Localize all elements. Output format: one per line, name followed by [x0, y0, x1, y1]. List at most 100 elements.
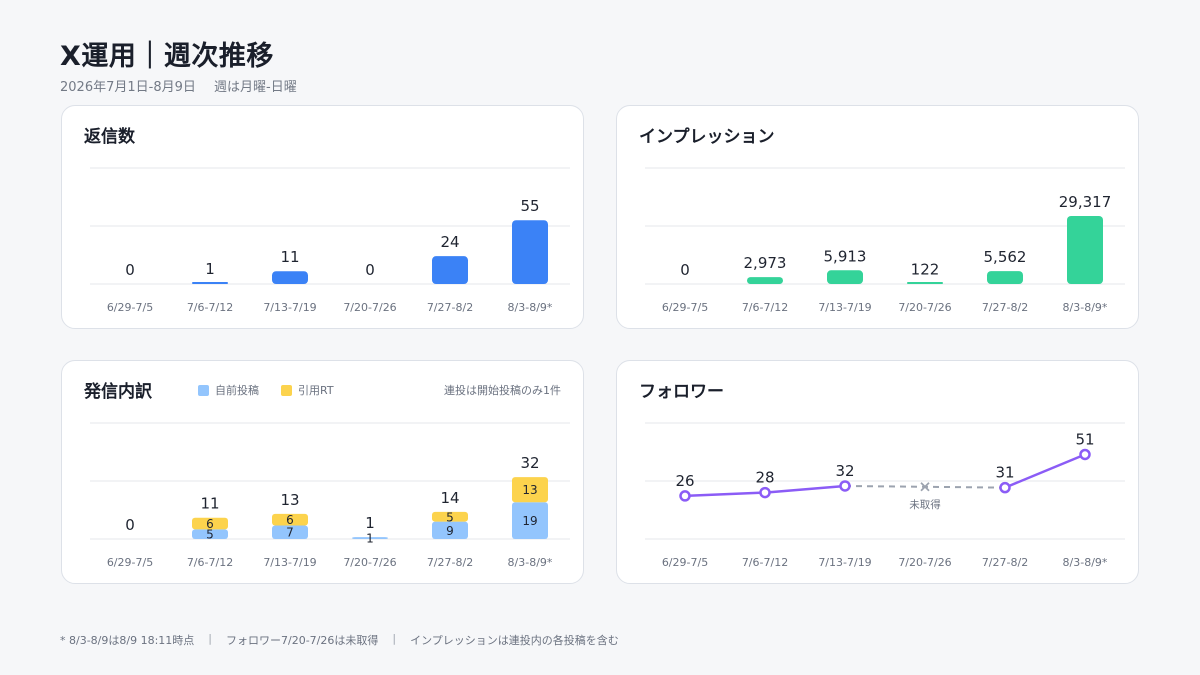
footer-note-impressions: インプレッションは連投内の各投稿を含む	[410, 634, 619, 647]
x-tick-label: 7/13-7/19	[818, 556, 871, 569]
data-label: 0	[125, 261, 135, 279]
data-point	[839, 480, 851, 492]
impressions-chart: 0 2,973 5,913 122 5,562 29,317 6/29-7/5 7/6-7/1…	[645, 167, 1125, 314]
x-tick-label: 8/3-8/9*	[1063, 301, 1108, 314]
data-label: 32	[520, 454, 539, 472]
bar-quote-rt	[272, 513, 308, 526]
bar-own-posts	[272, 525, 308, 539]
segment-label-quote-rt: 5	[446, 510, 454, 524]
impressions-card: インプレッション 0 2,973 5,913 122 5,562 29,317 6/29-7…	[616, 105, 1139, 329]
bar-own-posts	[352, 537, 388, 539]
bar-quote-rt	[192, 517, 228, 530]
data-label: 0	[680, 261, 690, 279]
data-point	[759, 486, 771, 499]
footer-separator: |	[208, 632, 212, 645]
footer-notes: * 8/3-8/9は8/9 18:11時点 | フォロワー7/20-7/26は未…	[60, 632, 619, 648]
data-label: 51	[1075, 430, 1094, 448]
bar	[747, 277, 783, 284]
data-label: 5,913	[824, 247, 867, 265]
bar	[987, 271, 1023, 284]
series-line	[1004, 453, 1086, 489]
x-tick-label: 7/20-7/26	[898, 556, 951, 569]
segment-label-own-posts: 5	[206, 528, 214, 542]
data-label: 31	[995, 464, 1014, 482]
data-point	[679, 490, 691, 502]
bar-quote-rt	[512, 477, 548, 503]
segment-label-own-posts: 7	[286, 526, 294, 540]
footer-note-partial-week: * 8/3-8/9は8/9 18:11時点	[60, 634, 195, 647]
thread-note: 連投は開始投稿のみ1件	[444, 384, 561, 397]
legend-own-posts-label: 自前投稿	[215, 384, 259, 397]
x-tick-label: 7/20-7/26	[343, 301, 396, 314]
legend-own-posts: 自前投稿	[198, 382, 259, 398]
data-label: 0	[125, 516, 135, 534]
data-label: 26	[675, 472, 694, 490]
missing-marker	[920, 482, 930, 492]
data-label: 55	[520, 197, 539, 215]
bar-own-posts	[512, 502, 548, 539]
period-range: 2026年7月1日-8月9日	[60, 80, 196, 95]
data-label: 24	[440, 233, 459, 251]
x-tick-label: 7/6-7/12	[187, 556, 233, 569]
period-subtitle: 2026年7月1日-8月9日 週は月曜-日曜	[60, 76, 297, 95]
x-tick-label: 7/27-8/2	[427, 556, 473, 569]
data-label: 2,973	[744, 254, 787, 272]
impressions-title: インプレッション	[639, 127, 775, 147]
x-tick-label: 7/27-8/2	[427, 301, 473, 314]
followers-title: フォロワー	[639, 382, 724, 402]
x-tick-label: 6/29-7/5	[107, 301, 153, 314]
series-line	[684, 491, 766, 498]
series-line	[764, 484, 846, 494]
data-label: 1	[205, 260, 215, 278]
bar	[192, 282, 228, 284]
x-tick-label: 6/29-7/5	[662, 301, 708, 314]
week-note: 週は月曜-日曜	[214, 80, 297, 95]
data-point	[999, 481, 1011, 494]
segment-label-own-posts: 19	[522, 514, 537, 528]
x-tick-label: 7/13-7/19	[263, 301, 316, 314]
data-label: 122	[911, 261, 940, 279]
data-label: 13	[280, 491, 299, 509]
bar-own-posts	[192, 529, 228, 539]
legend-quote-rt-label: 引用RT	[298, 384, 334, 397]
segment-label-quote-rt: 6	[206, 517, 214, 531]
data-label: 1	[365, 514, 375, 532]
x-tick-label: 7/27-8/2	[982, 556, 1028, 569]
replies-title: 返信数	[84, 127, 135, 147]
bar-quote-rt	[432, 511, 468, 522]
data-label: 32	[835, 462, 854, 480]
data-point	[1079, 448, 1091, 461]
data-label: 28	[755, 469, 774, 487]
x-tick-label: 8/3-8/9*	[508, 301, 553, 314]
x-tick-label: 7/13-7/19	[818, 301, 871, 314]
data-label: 0	[365, 261, 375, 279]
data-label: 29,317	[1059, 193, 1112, 211]
posts-card: 発信内訳 自前投稿 引用RT 連投は開始投稿のみ1件 0 5 6 11 7 6 13 1 1 9 5…	[61, 360, 584, 584]
bar	[272, 271, 308, 284]
posts-legend: 自前投稿 引用RT	[198, 382, 334, 398]
x-tick-label: 8/3-8/9*	[1063, 556, 1108, 569]
legend-own-posts-swatch	[198, 384, 209, 396]
legend-quote-rt-swatch	[281, 384, 292, 396]
bar	[907, 282, 943, 284]
followers-card: フォロワー 未取得 26 28 32 31 51 6/29-7/5 7/6-7/12 7/13-…	[616, 360, 1139, 584]
followers-chart: 未取得 26 28 32 31 51 6/29-7/5 7/6-7/12 7/13-7/19 7/…	[645, 422, 1125, 569]
bar	[1067, 215, 1103, 284]
bar	[827, 270, 863, 284]
x-tick-label: 7/20-7/26	[343, 556, 396, 569]
footer-note-followers: フォロワー7/20-7/26は未取得	[226, 634, 379, 647]
segment-label-own-posts: 1	[366, 532, 374, 546]
x-tick-label: 6/29-7/5	[107, 556, 153, 569]
x-tick-label: 7/6-7/12	[742, 556, 788, 569]
bar-own-posts	[432, 521, 468, 539]
bar	[432, 256, 468, 284]
x-tick-label: 6/29-7/5	[662, 556, 708, 569]
x-tick-label: 7/13-7/19	[263, 556, 316, 569]
segment-label-quote-rt: 13	[522, 483, 537, 497]
replies-card: 返信数 0 1 11 0 24 55 6/29-7/5 7/6-7/12 7/13-7/19 7/…	[61, 105, 584, 329]
data-label: 14	[440, 489, 459, 507]
data-label: 11	[280, 248, 299, 266]
footer-separator: |	[392, 632, 397, 645]
